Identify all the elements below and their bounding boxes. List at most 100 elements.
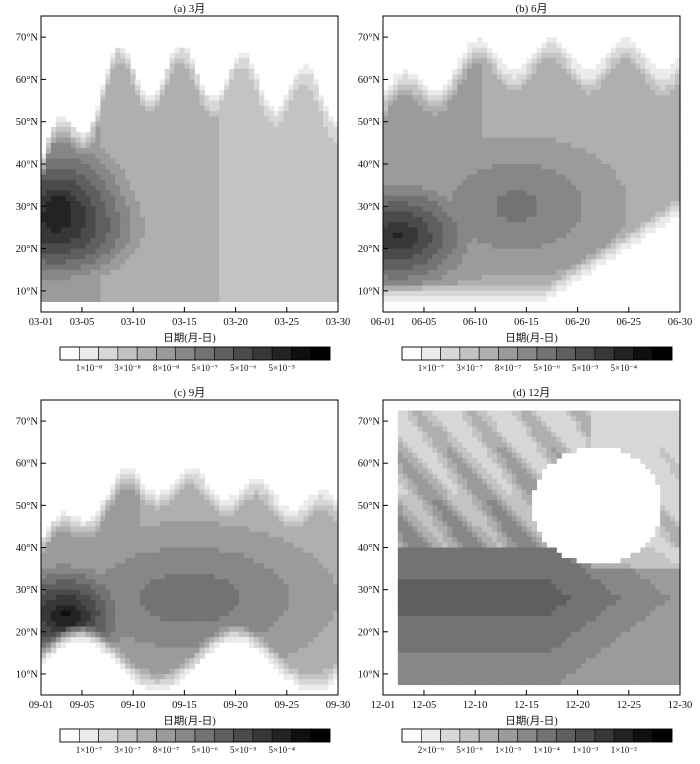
heatmap-cell xyxy=(581,233,587,239)
heatmap-cell xyxy=(502,132,508,138)
heatmap-cell xyxy=(635,217,641,223)
heatmap-cell xyxy=(170,259,176,265)
heatmap-cell xyxy=(447,95,453,101)
heatmap-cell xyxy=(76,180,82,186)
heatmap-cell xyxy=(487,53,493,59)
heatmap-cell xyxy=(165,175,171,181)
heatmap-cell xyxy=(175,201,181,207)
heatmap-cell xyxy=(160,206,166,212)
heatmap-cell xyxy=(86,190,92,196)
heatmap-cell xyxy=(155,296,161,302)
heatmap-cell xyxy=(214,233,220,239)
heatmap-cell xyxy=(120,138,126,144)
heatmap-cell xyxy=(660,222,666,228)
heatmap-cell xyxy=(120,69,126,75)
heatmap-cell xyxy=(442,227,448,233)
heatmap-cell xyxy=(433,238,439,244)
heatmap-cell xyxy=(640,175,646,181)
heatmap-cell xyxy=(428,101,434,107)
heatmap-cell xyxy=(532,69,538,75)
heatmap-cell xyxy=(76,238,82,244)
heatmap-cell xyxy=(175,291,181,297)
heatmap-cell xyxy=(497,175,503,181)
heatmap-cell xyxy=(398,280,404,286)
heatmap-cell xyxy=(234,212,240,218)
heatmap-cell xyxy=(457,64,463,70)
heatmap-cell xyxy=(194,175,200,181)
heatmap-cell xyxy=(556,286,562,292)
heatmap-cell xyxy=(323,190,329,196)
heatmap-cell xyxy=(388,153,394,159)
heatmap-cell xyxy=(487,180,493,186)
heatmap-cell xyxy=(532,138,538,144)
heatmap-cell xyxy=(224,243,230,249)
heatmap-cell xyxy=(76,138,82,144)
heatmap-cell xyxy=(635,111,641,117)
heatmap-cell xyxy=(447,111,453,117)
heatmap-cell xyxy=(135,111,141,117)
heatmap-cell xyxy=(239,79,245,85)
heatmap-cell xyxy=(279,138,285,144)
heatmap-cell xyxy=(611,238,617,244)
heatmap-cell xyxy=(95,206,101,212)
heatmap-cell xyxy=(105,122,111,128)
heatmap-cell xyxy=(457,280,463,286)
heatmap-cell xyxy=(512,227,518,233)
heatmap-cell xyxy=(115,190,121,196)
heatmap-cell xyxy=(433,280,439,286)
heatmap-cell xyxy=(219,227,225,233)
heatmap-cell xyxy=(452,206,458,212)
heatmap-cell xyxy=(46,275,52,281)
heatmap-cell xyxy=(393,143,399,149)
heatmap-cell xyxy=(611,95,617,101)
heatmap-cell xyxy=(145,254,151,260)
heatmap-cell xyxy=(194,270,200,276)
heatmap-cell xyxy=(199,196,205,202)
heatmap-cell xyxy=(408,116,414,122)
heatmap-cell xyxy=(234,291,240,297)
heatmap-cell xyxy=(170,280,176,286)
heatmap-cell xyxy=(110,153,116,159)
heatmap-cell xyxy=(616,58,622,64)
heatmap-cell xyxy=(581,90,587,96)
heatmap-cell xyxy=(621,37,627,43)
heatmap-cell xyxy=(254,169,260,175)
heatmap-cell xyxy=(303,175,309,181)
heatmap-cell xyxy=(532,127,538,133)
heatmap-cell xyxy=(269,106,275,112)
heatmap-cell xyxy=(631,227,637,233)
heatmap-cell xyxy=(140,286,146,292)
heatmap-cell xyxy=(492,132,498,138)
heatmap-cell xyxy=(616,233,622,239)
heatmap-cell xyxy=(586,206,592,212)
heatmap-cell xyxy=(660,196,666,202)
heatmap-cell xyxy=(180,196,186,202)
heatmap-cell xyxy=(546,196,552,202)
heatmap-cell xyxy=(214,212,220,218)
heatmap-cell xyxy=(105,101,111,107)
heatmap-cell xyxy=(298,238,304,244)
heatmap-cell xyxy=(224,148,230,154)
heatmap-cell xyxy=(437,111,443,117)
heatmap-cell xyxy=(308,243,314,249)
heatmap-cell xyxy=(507,153,513,159)
heatmap-cell xyxy=(433,138,439,144)
heatmap-cell xyxy=(512,201,518,207)
heatmap-cell xyxy=(214,175,220,181)
heatmap-cell xyxy=(224,238,230,244)
heatmap-cell xyxy=(165,132,171,138)
heatmap-cell xyxy=(100,201,106,207)
heatmap-cell xyxy=(467,227,473,233)
heatmap-cell xyxy=(254,275,260,281)
heatmap-cell xyxy=(576,148,582,154)
heatmap-cell xyxy=(492,116,498,122)
heatmap-cell xyxy=(527,280,533,286)
heatmap-cell xyxy=(393,217,399,223)
heatmap-cell xyxy=(264,153,270,159)
heatmap-cell xyxy=(135,222,141,228)
heatmap-cell xyxy=(601,106,607,112)
heatmap-cell xyxy=(150,116,156,122)
heatmap-cell xyxy=(180,296,186,302)
heatmap-cell xyxy=(433,175,439,181)
heatmap-cell xyxy=(492,217,498,223)
